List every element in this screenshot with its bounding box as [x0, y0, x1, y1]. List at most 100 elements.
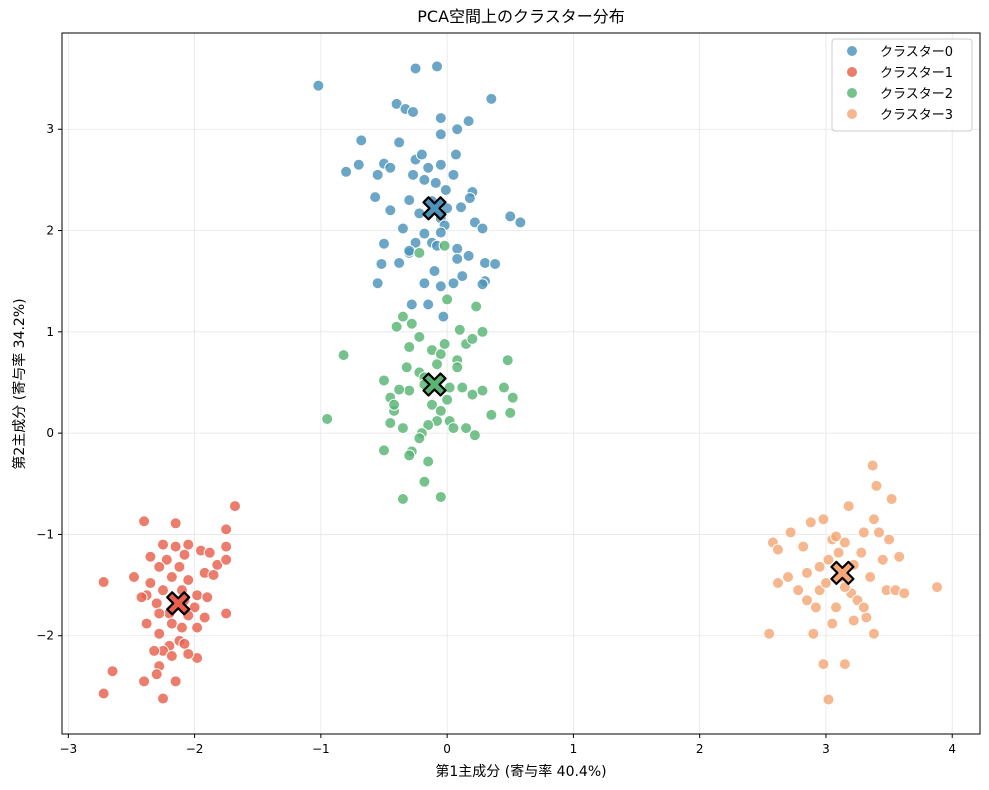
- data-point: [855, 546, 868, 559]
- data-point: [460, 422, 473, 435]
- data-point: [153, 627, 166, 640]
- data-point: [418, 227, 431, 240]
- data-point: [898, 587, 911, 600]
- y-axis-label: 第2主成分 (寄与率 34.2%): [11, 298, 28, 469]
- data-point: [377, 444, 390, 457]
- data-point: [870, 479, 883, 492]
- data-point: [813, 560, 826, 573]
- y-axis-ticks: −2 −1 0 1 2 3: [36, 122, 62, 643]
- data-point: [352, 158, 365, 171]
- data-point: [415, 148, 428, 161]
- legend-label: クラスター2: [880, 87, 953, 102]
- grid-lines: [62, 33, 980, 734]
- centroid-marker: [830, 560, 855, 585]
- data-point: [514, 216, 527, 229]
- data-point: [807, 627, 820, 640]
- data-point: [434, 158, 447, 171]
- data-point: [390, 320, 403, 333]
- data-point: [857, 526, 870, 539]
- data-point: [422, 298, 435, 311]
- data-point: [165, 617, 178, 630]
- data-point: [485, 92, 498, 105]
- data-point: [157, 538, 170, 551]
- data-point: [393, 256, 406, 269]
- data-point: [434, 348, 447, 361]
- data-point: [451, 123, 464, 136]
- data-point: [441, 202, 454, 215]
- data-point: [390, 97, 403, 110]
- data-point: [468, 429, 481, 442]
- data-point: [428, 265, 441, 278]
- data-point: [866, 459, 879, 472]
- data-point: [388, 398, 401, 411]
- data-point: [409, 62, 422, 75]
- data-point: [153, 560, 166, 573]
- data-point: [885, 492, 898, 505]
- x-tick-label: 4: [948, 742, 956, 756]
- data-point: [817, 513, 830, 526]
- data-point: [434, 280, 447, 293]
- data-point: [220, 607, 233, 620]
- data-point: [377, 237, 390, 250]
- data-point: [782, 570, 795, 583]
- data-point: [470, 300, 483, 313]
- data-point: [153, 607, 166, 620]
- data-point: [393, 383, 406, 396]
- data-point: [182, 647, 195, 660]
- data-point: [429, 176, 442, 189]
- legend-marker: [846, 87, 858, 99]
- data-point: [191, 621, 204, 634]
- data-point: [175, 621, 188, 634]
- data-point: [422, 161, 435, 174]
- data-point: [456, 270, 469, 283]
- data-point: [864, 570, 877, 583]
- data-point: [441, 293, 454, 306]
- data-point: [396, 310, 409, 323]
- centroid-marker: [422, 372, 447, 397]
- data-point: [817, 658, 830, 671]
- data-point: [403, 384, 416, 397]
- legend-box: [831, 38, 973, 132]
- x-tick-label: 3: [822, 742, 830, 756]
- data-point: [169, 675, 182, 688]
- y-tick-label: 0: [46, 426, 54, 440]
- data-point: [771, 543, 784, 556]
- data-point: [883, 533, 896, 546]
- data-point: [763, 627, 776, 640]
- data-point: [369, 191, 382, 204]
- data-point: [140, 617, 153, 630]
- y-tick-label: 2: [46, 224, 54, 238]
- data-point: [384, 161, 397, 174]
- data-point: [847, 614, 860, 627]
- data-point: [438, 337, 451, 350]
- data-point: [872, 526, 885, 539]
- data-point: [403, 449, 416, 462]
- data-point: [220, 540, 233, 553]
- data-point: [178, 548, 191, 561]
- data-point: [771, 577, 784, 590]
- legend-marker: [846, 108, 858, 120]
- data-point: [393, 136, 406, 149]
- data-point: [422, 455, 435, 468]
- legend-items: クラスター0 クラスター1 クラスター2 クラスター3: [846, 45, 953, 123]
- data-point: [337, 349, 350, 362]
- centroid-marker: [166, 591, 191, 616]
- chart-title: PCA空間上のクラスター分布: [417, 7, 624, 26]
- data-point: [413, 432, 426, 445]
- y-tick-label: −2: [36, 629, 54, 643]
- data-point: [144, 550, 157, 563]
- data-point: [178, 637, 191, 650]
- data-point: [148, 644, 161, 657]
- data-point: [501, 354, 514, 367]
- data-point: [832, 546, 845, 559]
- data-point: [822, 553, 835, 566]
- data-point: [355, 134, 368, 147]
- data-point: [476, 278, 489, 291]
- data-point: [434, 226, 447, 239]
- data-point: [476, 222, 489, 235]
- data-point: [182, 574, 195, 587]
- data-point: [443, 381, 456, 394]
- data-point: [407, 168, 420, 181]
- data-point: [220, 553, 233, 566]
